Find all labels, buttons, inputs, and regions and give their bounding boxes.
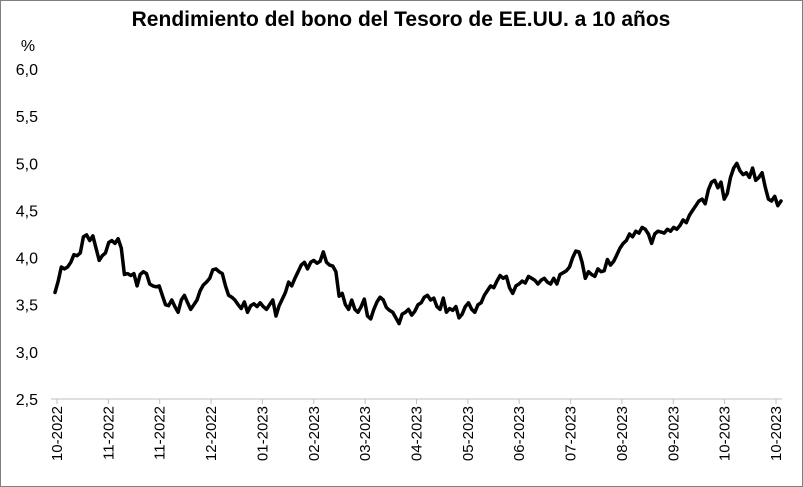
x-tick-label: 09-2023 [665, 406, 682, 461]
y-tick-label: 3,0 [16, 345, 38, 362]
x-tick-label: 12-2022 [203, 406, 220, 461]
y-tick-label: 4,0 [16, 251, 38, 268]
x-axis-ticks: 10-2022 11-2022 11-2022 12-2022 01-2023 02-20… [49, 406, 785, 461]
y-tick-label: 4,5 [16, 203, 38, 220]
x-tick-label: 05-2023 [460, 406, 477, 461]
x-axis-tick-marks [56, 399, 777, 404]
y-axis-unit: % [21, 38, 35, 55]
x-tick-label: 11-2022 [100, 406, 117, 460]
y-tick-label: 3,5 [16, 298, 38, 315]
x-tick-label: 10-2023 [717, 406, 734, 461]
x-tick-label: 06-2023 [511, 406, 528, 461]
x-tick-label: 01-2023 [254, 406, 271, 461]
x-tick-label: 02-2023 [306, 406, 323, 461]
y-axis-ticks: 2,5 3,0 3,5 4,0 4,5 5,0 5,5 6,0 [16, 62, 38, 409]
x-tick-label: 08-2023 [614, 406, 631, 461]
y-tick-label: 2,5 [16, 392, 38, 409]
x-tick-label: 10-2023 [768, 406, 785, 461]
x-tick-label: 07-2023 [563, 406, 580, 461]
x-tick-label: 04-2023 [409, 406, 426, 461]
series-line [53, 161, 783, 326]
y-tick-label: 6,0 [16, 62, 38, 79]
x-tick-label: 11-2022 [152, 406, 169, 460]
x-tick-label: 10-2022 [49, 406, 66, 461]
x-tick-label: 03-2023 [357, 406, 374, 461]
y-tick-label: 5,0 [16, 156, 38, 173]
chart-title: Rendimiento del bono del Tesoro de EE.UU… [132, 8, 671, 31]
y-tick-label: 5,5 [16, 109, 38, 126]
